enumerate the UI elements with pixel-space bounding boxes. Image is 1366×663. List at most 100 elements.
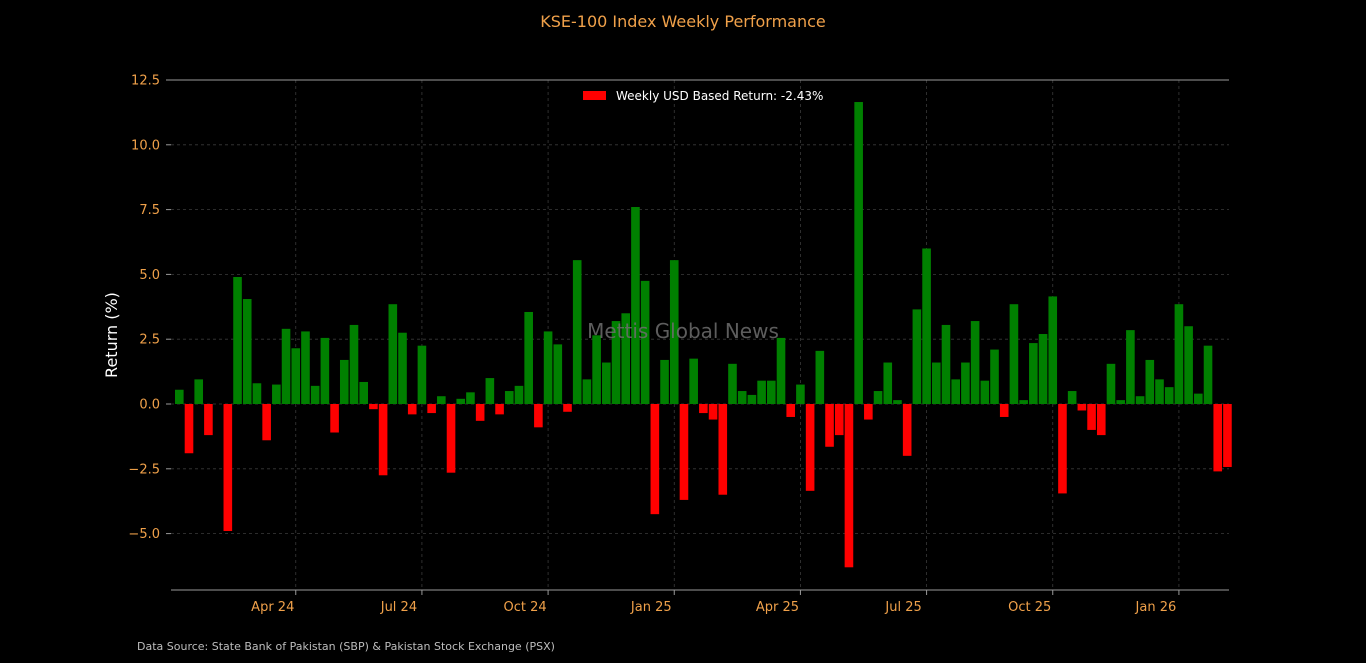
y-tick-label: −2.5	[128, 462, 160, 477]
weekly-return-bar	[689, 358, 698, 404]
weekly-return-bar	[854, 102, 863, 405]
x-tick-label: Oct 25	[1008, 600, 1051, 615]
y-tick-label: 5.0	[139, 268, 160, 283]
watermark-text: Mettis Global News	[587, 319, 779, 343]
weekly-return-bar	[893, 400, 902, 404]
weekly-return-bar	[233, 276, 242, 404]
weekly-return-bar	[1009, 304, 1019, 404]
weekly-return-bar	[475, 404, 485, 421]
weekly-return-bar	[757, 380, 766, 404]
weekly-return-bar	[310, 385, 320, 404]
weekly-return-bar	[272, 384, 281, 404]
weekly-return-bar	[1087, 404, 1096, 430]
weekly-return-bar	[1058, 404, 1067, 494]
weekly-return-bar	[398, 332, 407, 404]
weekly-return-bar	[1106, 363, 1116, 404]
weekly-return-bar	[864, 404, 873, 420]
weekly-return-bar	[1126, 330, 1135, 404]
weekly-return-bar	[242, 299, 252, 404]
weekly-return-bar	[602, 362, 611, 404]
weekly-return-bar	[582, 379, 592, 404]
weekly-return-bar	[1029, 343, 1038, 404]
weekly-return-bar	[330, 404, 339, 433]
weekly-return-bar	[834, 404, 844, 436]
weekly-return-bar	[369, 404, 378, 410]
weekly-return-bar	[1174, 304, 1184, 404]
weekly-return-bar	[1038, 334, 1048, 404]
weekly-return-bar	[1135, 396, 1145, 404]
weekly-return-bar	[776, 337, 786, 404]
weekly-return-bar	[621, 313, 631, 404]
weekly-return-bar	[679, 404, 689, 500]
weekly-return-bar	[388, 304, 398, 404]
weekly-return-bar	[427, 404, 436, 414]
weekly-return-bar	[378, 404, 388, 476]
weekly-return-bar	[223, 404, 233, 532]
weekly-return-bar	[999, 404, 1009, 417]
x-tick-label: Jul 25	[884, 600, 921, 615]
weekly-return-bar	[844, 404, 854, 568]
weekly-return-bar	[514, 385, 524, 404]
bars	[175, 102, 1232, 568]
weekly-return-bar	[883, 362, 893, 404]
weekly-return-bar	[767, 380, 776, 404]
weekly-return-bar	[194, 379, 204, 404]
weekly-return-bar	[485, 378, 495, 404]
weekly-return-bar	[1116, 400, 1125, 404]
weekly-return-bar	[650, 404, 660, 515]
weekly-return-bar	[708, 404, 718, 420]
x-tick-label: Jul 24	[380, 600, 417, 615]
weekly-return-bar	[572, 260, 582, 404]
weekly-return-bar	[970, 321, 980, 404]
weekly-return-bar	[417, 345, 427, 404]
weekly-return-bar	[1145, 359, 1155, 404]
weekly-return-bar	[1067, 391, 1077, 404]
weekly-return-bar	[941, 324, 951, 404]
weekly-return-bar	[980, 380, 990, 404]
weekly-return-bar	[1155, 379, 1164, 404]
weekly-return-bar	[631, 207, 640, 404]
weekly-return-bar	[825, 404, 834, 447]
weekly-return-bar	[407, 404, 417, 415]
weekly-return-bar	[1019, 400, 1028, 404]
legend: Weekly USD Based Return: -2.43%	[583, 89, 823, 103]
weekly-return-bar	[796, 384, 805, 404]
weekly-return-bar	[466, 392, 475, 404]
weekly-return-bar	[592, 335, 601, 404]
weekly-return-bar	[504, 391, 514, 404]
weekly-return-bar	[951, 379, 960, 404]
weekly-return-bar	[1203, 345, 1213, 404]
weekly-return-bar	[990, 349, 999, 404]
x-axis-ticks: Apr 24 Jul 24 Oct 24 Jan 25 Apr 25 Jul 25 Oct …	[251, 590, 1180, 615]
y-tick-label: 10.0	[131, 138, 160, 153]
weekly-return-bar	[1213, 404, 1223, 472]
weekly-return-bar	[495, 404, 504, 415]
data-source-note: Data Source: State Bank of Pakistan (SBP…	[137, 640, 555, 653]
weekly-return-bar	[1077, 404, 1087, 411]
weekly-return-bar	[437, 396, 446, 404]
weekly-return-bar	[660, 359, 669, 404]
weekly-return-bar	[281, 328, 291, 404]
weekly-return-bar	[922, 248, 931, 404]
chart-title: KSE-100 Index Weekly Performance	[540, 12, 826, 31]
weekly-return-bar	[446, 404, 456, 473]
y-axis-ticks: 12.5 10.0 7.5 5.0 2.5 0.0 −2.5 −5.0	[128, 74, 171, 542]
weekly-return-bar	[931, 362, 941, 404]
weekly-return-bar	[320, 337, 330, 404]
weekly-return-bar	[961, 362, 970, 404]
weekly-return-bar	[873, 391, 883, 404]
weekly-return-bar	[543, 331, 553, 404]
y-tick-label: −5.0	[128, 527, 160, 542]
weekly-return-bar	[1096, 404, 1106, 436]
weekly-return-bar	[252, 383, 262, 404]
weekly-return-bar	[699, 404, 708, 414]
x-tick-label: Apr 25	[756, 600, 799, 615]
weekly-return-bar	[175, 389, 184, 404]
y-tick-label: 0.0	[139, 398, 160, 413]
x-tick-label: Jan 25	[630, 600, 672, 615]
legend-swatch	[583, 91, 606, 100]
weekly-return-bar	[912, 309, 922, 404]
weekly-return-bar	[524, 311, 533, 404]
weekly-return-bar	[184, 404, 194, 454]
